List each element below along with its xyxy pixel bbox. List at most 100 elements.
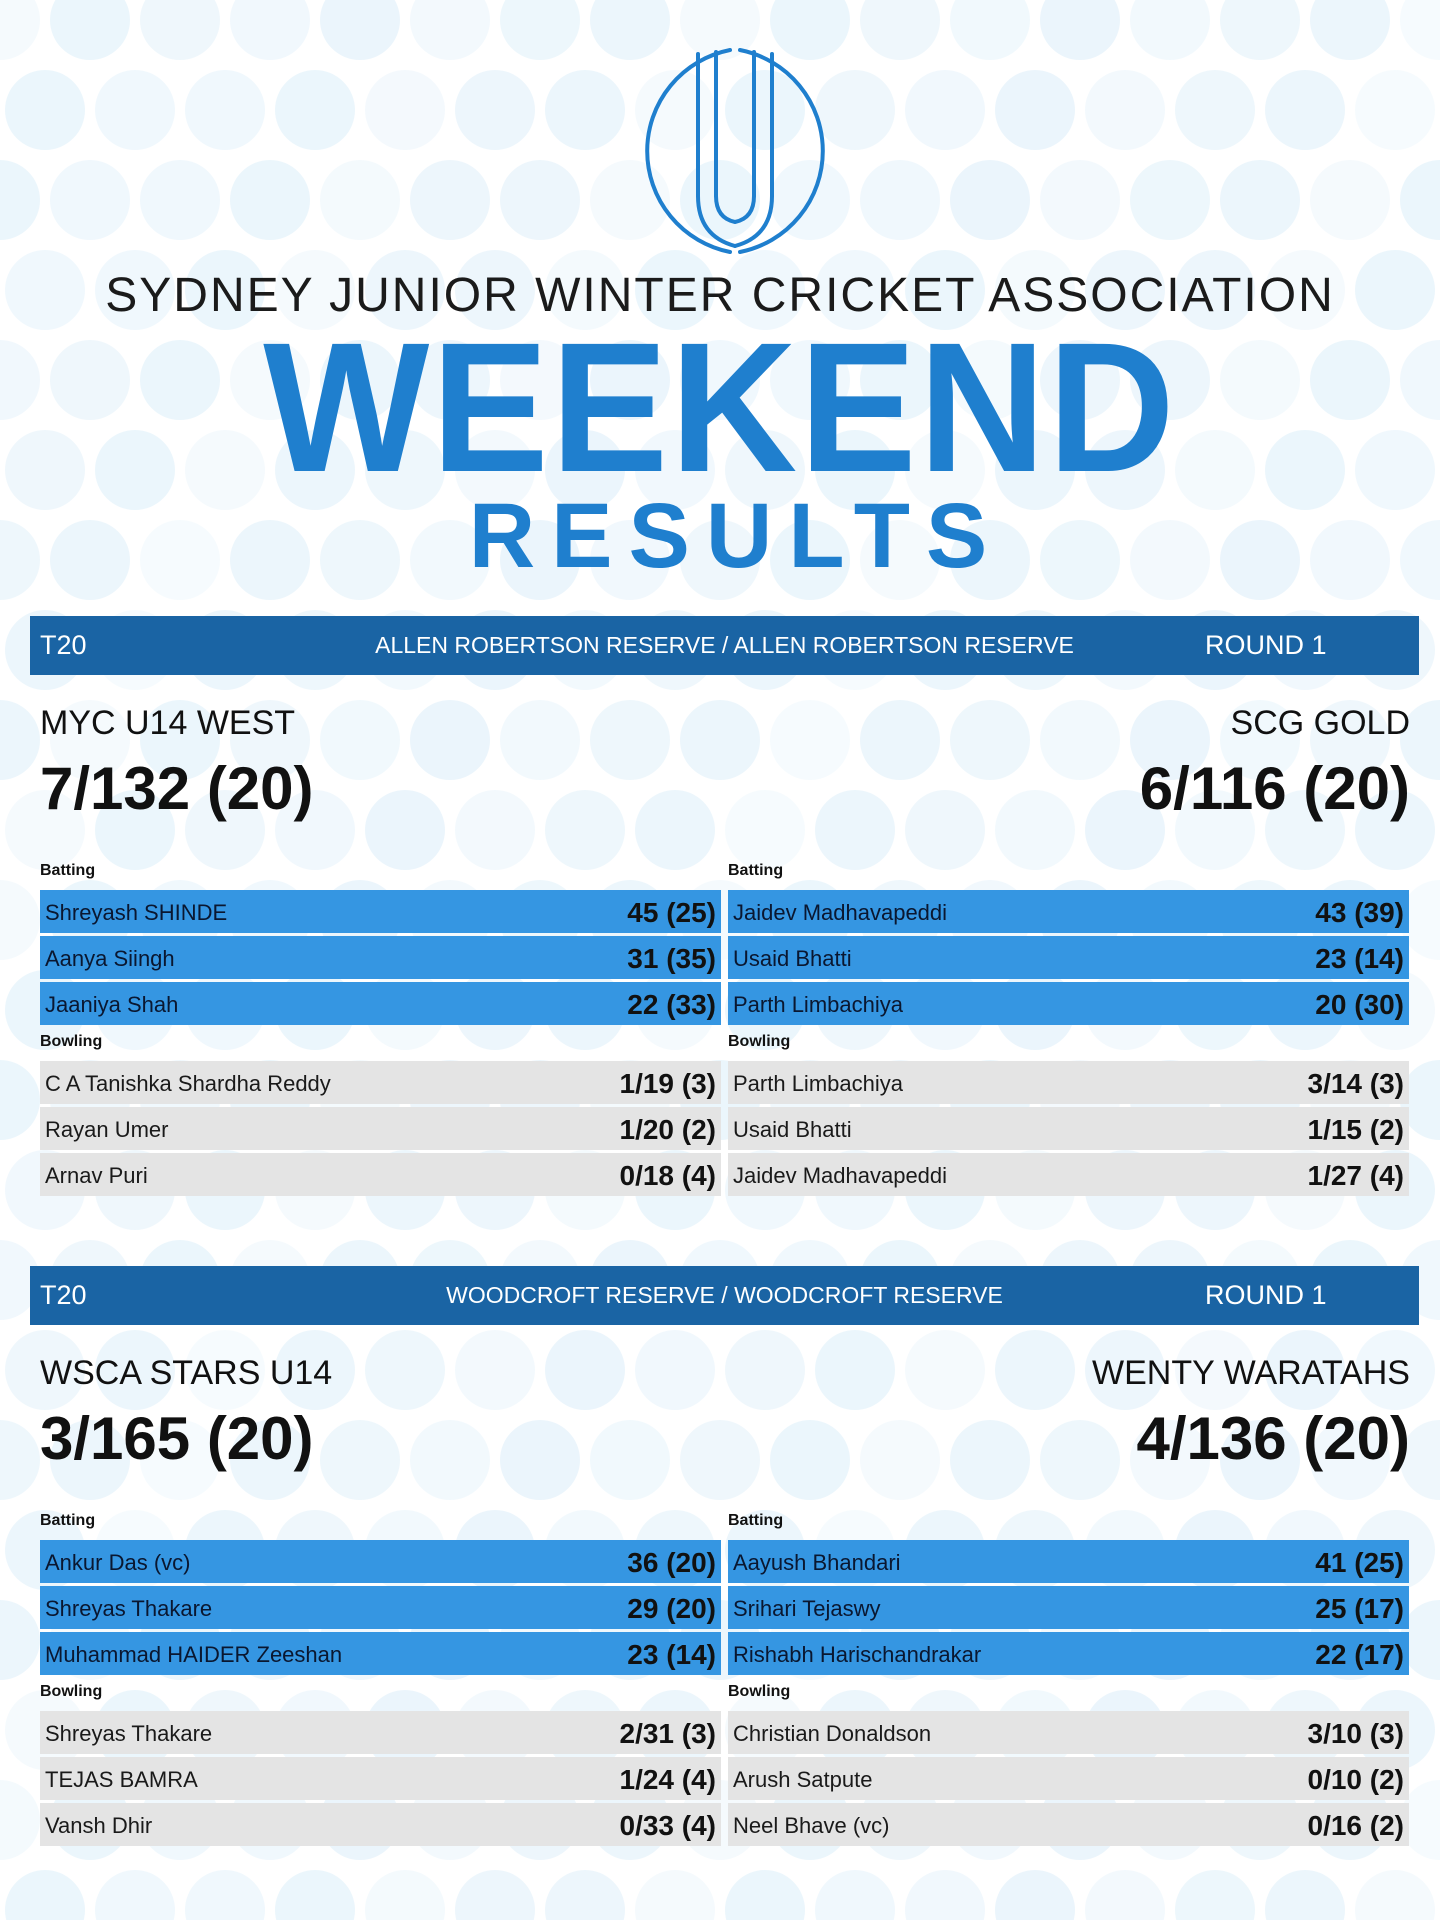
background-dot [1220, 700, 1300, 780]
bowling-row: Christian Donaldson 3/10 (3) [728, 1711, 1409, 1754]
bowling-row: Arush Satpute 0/10 (2) [728, 1757, 1409, 1800]
background-dot [1265, 1870, 1345, 1920]
batting-row: Jaaniya Shah 22 (33) [40, 982, 721, 1025]
bowling-row: Parth Limbachiya 3/14 (3) [728, 1061, 1409, 1104]
background-dot [770, 340, 850, 420]
player-name: Ankur Das (vc) [45, 1550, 191, 1575]
background-dot [1175, 1870, 1255, 1920]
background-dot [995, 250, 1075, 330]
background-dot [230, 160, 310, 240]
sjwca-monogram-logo [645, 48, 825, 254]
background-dot [230, 520, 310, 600]
player-figure: 1/20 (2) [619, 1114, 717, 1145]
match-format: T20 [40, 630, 87, 660]
background-dot [320, 0, 400, 60]
background-dot [1175, 430, 1255, 510]
background-dot [1085, 1870, 1165, 1920]
team-left-name: WSCA STARS U14 [40, 1354, 333, 1392]
background-dot [995, 70, 1075, 150]
background-dot [455, 790, 535, 870]
background-dot [1175, 70, 1255, 150]
player-figure: 3/14 (3) [1307, 1068, 1405, 1099]
background-dot [950, 340, 1030, 420]
background-dot [455, 1870, 535, 1920]
player-figure: 41 (25) [1315, 1547, 1404, 1578]
background-dot [1220, 520, 1300, 600]
player-name: Parth Limbachiya [733, 1071, 903, 1096]
team-left-stats: Batting Shreyash SHINDE 45 (25) Aanya Sii… [40, 862, 721, 1199]
background-dot [140, 340, 220, 420]
batting-label: Batting [40, 862, 96, 879]
background-dot [815, 430, 895, 510]
background-dot [1085, 430, 1165, 510]
bowling-row: C A Tanishka Shardha Reddy 1/19 (3) [40, 1061, 721, 1104]
player-figure: 23 (14) [1315, 943, 1404, 974]
background-dot [455, 430, 535, 510]
background-dot [680, 0, 760, 60]
team-left-score: 7/132 (20) [40, 755, 314, 822]
background-dot [1175, 250, 1255, 330]
background-dot [0, 1780, 40, 1860]
background-dot [5, 250, 85, 330]
background-dot [680, 700, 760, 780]
batting-row: Shreyas Thakare 29 (20) [40, 1586, 721, 1629]
background-dot [1400, 0, 1440, 60]
background-dot [1265, 70, 1345, 150]
team-right-name: WENTY WARATAHS [1092, 1354, 1410, 1392]
background-dot [410, 1420, 490, 1500]
background-dot [590, 1420, 670, 1500]
background-dot [635, 790, 715, 870]
background-dot [5, 1870, 85, 1920]
player-name: Jaaniya Shah [45, 992, 179, 1017]
background-dot [860, 160, 940, 240]
team-right-score: 4/136 (20) [1136, 1405, 1410, 1472]
background-dot [0, 340, 40, 420]
player-figure: 29 (20) [627, 1593, 716, 1624]
background-dot [1265, 430, 1345, 510]
background-dot [1400, 1060, 1440, 1140]
background-dot [50, 340, 130, 420]
background-dot [1220, 160, 1300, 240]
background-dot [185, 250, 265, 330]
bowling-row: Shreyas Thakare 2/31 (3) [40, 1711, 721, 1754]
background-dot [95, 1330, 175, 1410]
background-dot [545, 790, 625, 870]
background-dot [860, 700, 940, 780]
batting-row: Ankur Das (vc) 36 (20) [40, 1540, 721, 1583]
background-dot [365, 70, 445, 150]
background-dot [725, 70, 805, 150]
background-dot [905, 70, 985, 150]
background-dot [590, 520, 670, 600]
background-dot [995, 1870, 1075, 1920]
background-dot [1400, 880, 1440, 960]
background-dot [1400, 1780, 1440, 1860]
background-dot [545, 1870, 625, 1920]
background-dot [1085, 1330, 1165, 1410]
background-dot [680, 1420, 760, 1500]
background-dot [230, 0, 310, 60]
background-dot [815, 250, 895, 330]
background-dot [770, 700, 850, 780]
background-dot [1040, 520, 1120, 600]
background-dot [1265, 1330, 1345, 1410]
team-right-name: SCG GOLD [1230, 704, 1410, 742]
background-dot [1310, 520, 1390, 600]
batting-row: Usaid Bhatti 23 (14) [728, 936, 1409, 979]
background-dot [590, 700, 670, 780]
background-dot [0, 1420, 40, 1500]
background-dot [5, 1330, 85, 1410]
background-dot [1400, 520, 1440, 600]
team-left-stats: Batting Ankur Das (vc) 36 (20) Shreyas Th… [40, 1512, 721, 1849]
player-name: Christian Donaldson [733, 1721, 932, 1746]
background-dot [320, 700, 400, 780]
background-dot [0, 1240, 40, 1320]
player-name: Aayush Bhandari [733, 1550, 901, 1575]
background-dot [95, 70, 175, 150]
player-name: Arush Satpute [733, 1767, 873, 1792]
background-dot [1130, 1420, 1210, 1500]
background-dot [725, 790, 805, 870]
batting-label: Batting [728, 1512, 784, 1529]
player-name: Muhammad HAIDER Zeeshan [45, 1642, 343, 1667]
player-name: Jaidev Madhavapeddi [733, 1163, 948, 1188]
background-dot [365, 250, 445, 330]
